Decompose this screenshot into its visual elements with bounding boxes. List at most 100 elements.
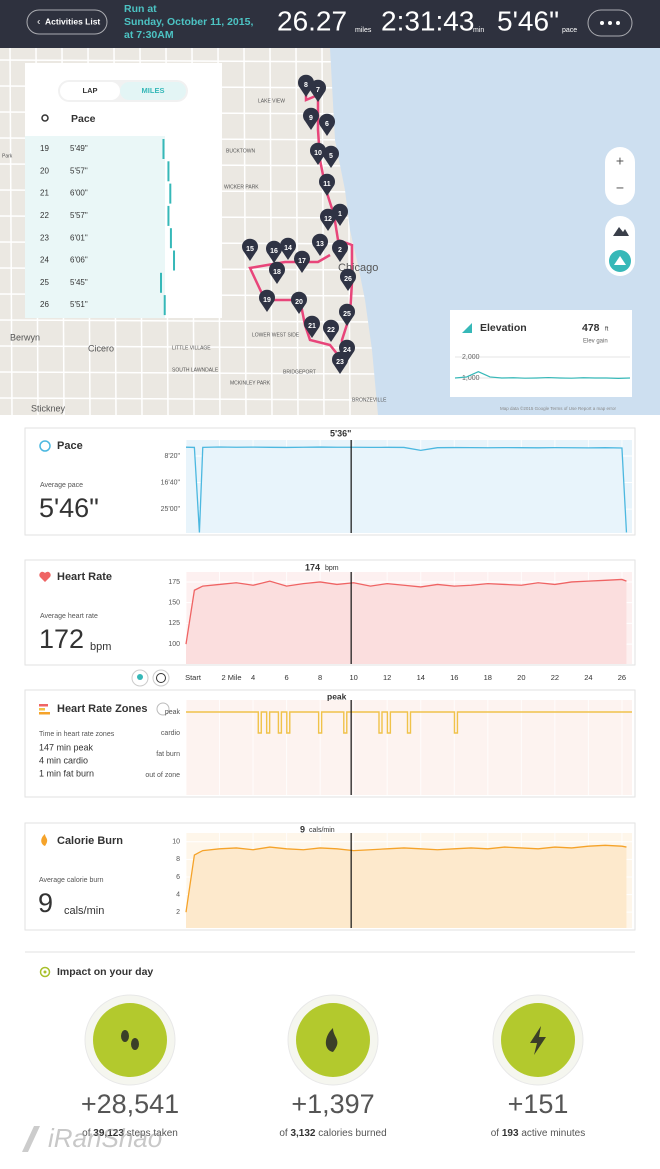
map-marker [302,107,319,130]
zone-summary: 4 min cardio [39,755,88,765]
x-tick-label: 14 [417,673,425,682]
lap-number: 21 [40,189,49,198]
lap-number: 20 [40,166,49,175]
map-toggle-dot [137,674,143,680]
elevation-tick: 2,000 [462,354,480,361]
impact-sub: of 39,123 steps taken [82,1128,178,1139]
marker-number: 11 [323,181,331,188]
marker-number: 12 [324,216,332,223]
impact-label: steps taken [127,1128,178,1139]
lap-pace-bar [163,295,166,316]
duration: 2:31:43 [381,5,474,36]
watermark: iRanShao [48,1123,162,1153]
info-icon[interactable] [156,702,170,716]
impact-icon [39,966,51,978]
x-tick-label: 6 [285,673,289,682]
y-tick-label: 100 [168,641,180,648]
x-tick-label: 4 [251,673,255,682]
marker-number: 7 [316,87,320,94]
street [269,47,273,416]
run-time: at 7:30AM [124,29,174,41]
average-label: Average pace [40,482,83,489]
map-marker [319,208,336,231]
y-tick-label: 4 [176,891,180,898]
area [186,845,627,928]
marker-number: 22 [327,327,335,334]
impact-of: of [279,1128,288,1139]
x-tick-label: 26 [618,673,626,682]
bolt-icon [530,1026,546,1055]
impact-delta: +28,541 [81,1089,179,1119]
map-marker [241,238,258,261]
map-place: WICKER PARK [224,184,259,190]
map-place: LAKE VIEW [258,98,285,104]
street [321,47,325,416]
map-place: Stickney [31,403,66,413]
tab-label[interactable]: MILES [142,86,165,95]
elevation-gain-unit: ft [605,327,609,333]
impact-title: Impact on your day [57,966,153,978]
map-place: LITTLE VILLAGE [172,345,211,351]
elevation-icon [462,323,472,333]
impact-total: 193 [502,1128,519,1139]
marker-number: 8 [304,82,308,89]
map-marker [331,203,348,226]
impact-total: 3,132 [290,1128,315,1139]
duration-unit: min [473,27,484,34]
map-marker [331,239,348,262]
zone-label: peak [165,709,181,716]
marker-number: 24 [343,347,351,354]
map-marker [339,268,356,291]
zoom-in[interactable]: + [616,153,624,169]
x-tick-label: 2 Mile [222,673,242,682]
lap-pace-bar [167,205,170,226]
cursor-label: 9 [300,824,305,834]
marker-number: 25 [343,311,351,318]
lap-number: 19 [40,144,49,153]
lap-pace-bar [169,228,172,249]
y-tick-label: 25'00" [161,506,181,513]
x-tick-label: 8 [318,673,322,682]
marker-number: 18 [273,269,281,276]
area [186,447,627,533]
average-unit: bpm [90,641,111,653]
map-marker [258,289,275,312]
pace-icon [39,440,51,452]
tab-label[interactable]: LAP [83,86,98,95]
marker-number: 2 [338,247,342,254]
lap-rows-bg [25,136,165,318]
time-toggle[interactable] [152,669,170,687]
impact-of: of [82,1128,91,1139]
street [295,47,299,416]
time-toggle-icon [156,673,166,683]
zoom-out[interactable]: − [616,180,624,196]
zone-summary: 1 min fat burn [39,768,94,778]
menu-button [587,9,633,37]
run-label: Run at [124,3,157,15]
map-marker [268,261,285,284]
lap-number: 24 [40,256,49,265]
line [185,446,628,533]
flame-icon [41,834,48,846]
map-attribution: Map data ©2015 Google Terms of Use Repor… [500,405,617,411]
marker-number: 15 [246,246,254,253]
lap-pace: 5'49" [70,144,88,153]
heart-icon [39,571,51,582]
lap-pace-bar [160,272,162,293]
impact-badge [93,1003,167,1077]
pace-unit: pace [562,27,577,34]
elevation-title: Elevation [480,322,527,334]
tab-miles [120,82,186,100]
impact-sub: of 3,132 calories burned [279,1128,386,1139]
lap-pace-bar [162,139,165,159]
lap-pace-bar [173,250,176,271]
pin-icon [41,114,49,122]
map-marker [265,240,282,263]
y-tick-label: 125 [168,620,180,627]
zoom-control [605,147,635,205]
flame-icon [325,1028,338,1052]
menu-dot [616,21,620,25]
y-tick-label: 10 [172,839,180,846]
back-label: Activities List [45,16,100,26]
impact-total: 39,123 [93,1128,124,1139]
